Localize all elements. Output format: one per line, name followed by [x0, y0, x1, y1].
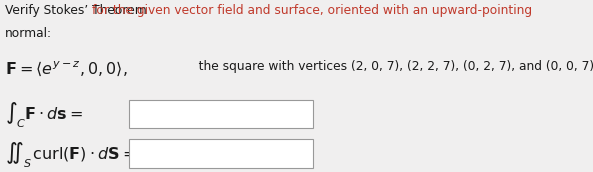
FancyBboxPatch shape	[129, 100, 313, 128]
FancyBboxPatch shape	[129, 139, 313, 168]
Text: the square with vertices (2, 0, 7), (2, 2, 7), (0, 2, 7), and (0, 0, 7).: the square with vertices (2, 0, 7), (2, …	[187, 60, 593, 73]
Text: for the given vector field and surface, oriented with an upward-pointing: for the given vector field and surface, …	[92, 4, 532, 17]
Text: Verify Stokes’ Theorem: Verify Stokes’ Theorem	[5, 4, 151, 17]
Text: normal:: normal:	[5, 27, 52, 40]
Text: $\int_C \mathbf{F} \cdot d\mathbf{s} =$: $\int_C \mathbf{F} \cdot d\mathbf{s} =$	[5, 101, 83, 130]
Text: $\iint_S \,\mathrm{curl}(\mathbf{F}) \cdot d\mathbf{S} =$: $\iint_S \,\mathrm{curl}(\mathbf{F}) \cd…	[5, 140, 136, 170]
Text: $\mathbf{F} = \langle e^{y-z}, 0, 0\rangle,$: $\mathbf{F} = \langle e^{y-z}, 0, 0\rang…	[5, 59, 127, 78]
